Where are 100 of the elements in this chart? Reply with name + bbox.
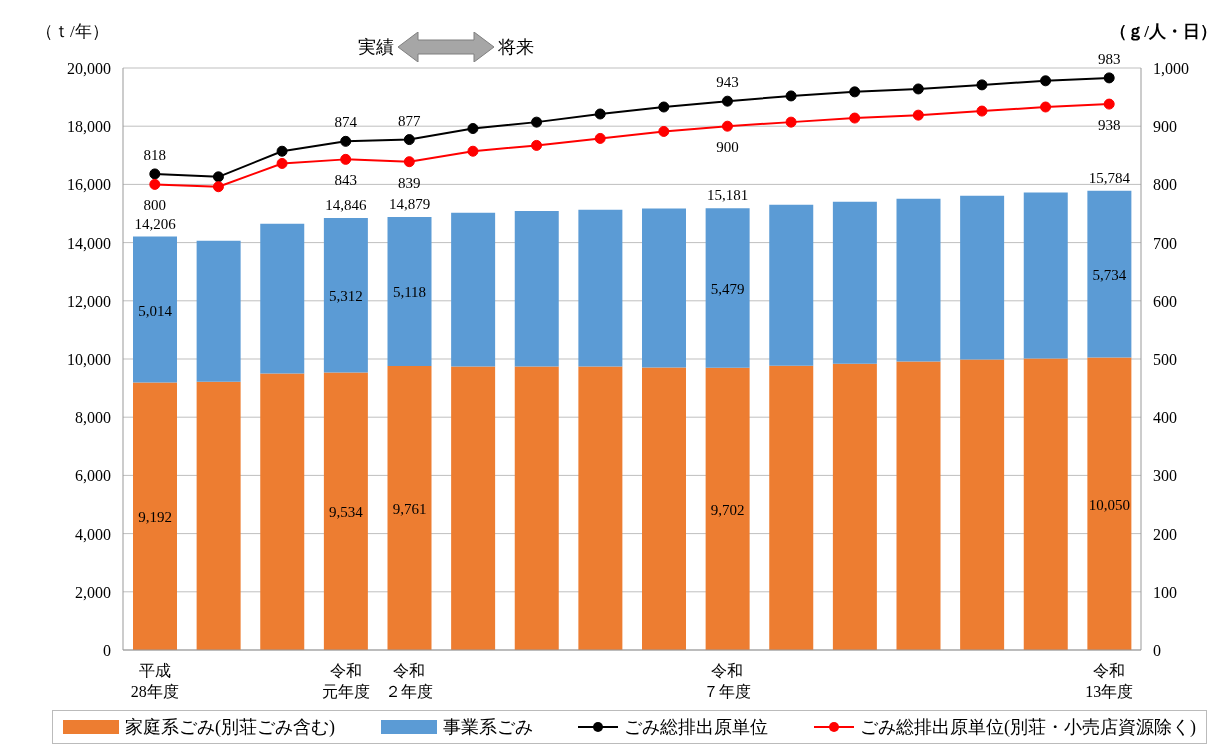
bar — [133, 236, 177, 383]
x-tick-label: 令和元年度 — [321, 662, 370, 700]
y-tick-label: 10,000 — [67, 351, 111, 368]
y-tick-label: 2,000 — [75, 583, 111, 601]
bar — [514, 210, 559, 367]
data-label: 9,192 — [138, 509, 172, 526]
y-tick-label: 20,000 — [67, 60, 111, 77]
y2-tick-label: 600 — [1153, 292, 1177, 310]
point — [276, 157, 288, 169]
y2-tick-label: 100 — [1153, 583, 1177, 601]
bar — [1023, 358, 1068, 650]
data-label: 5,118 — [392, 284, 427, 301]
data-label: 874 — [334, 114, 358, 131]
point — [1040, 101, 1052, 113]
point — [594, 132, 606, 144]
bar — [578, 366, 623, 650]
point — [976, 79, 988, 91]
point — [658, 125, 670, 137]
point — [531, 116, 543, 128]
y2-tick-label: 0 — [1153, 642, 1161, 659]
data-label: 818 — [143, 146, 167, 163]
legend-label: ごみ総排出原単位(別荘・小売店資源除く) — [859, 716, 1196, 739]
y2-tick-label: 900 — [1153, 118, 1177, 136]
bar — [323, 372, 368, 650]
bar — [323, 217, 368, 373]
bar — [1087, 357, 1132, 650]
y-axis-title: （ｔ/年） — [36, 21, 109, 43]
x-tick-label: 平成28年度 — [130, 662, 179, 700]
point — [149, 178, 161, 190]
point — [1103, 98, 1115, 110]
x-tick-label: 令和２年度 — [385, 662, 434, 700]
point — [658, 101, 670, 113]
data-label: 800 — [143, 197, 167, 214]
bar — [196, 381, 241, 650]
y2-tick-label: 700 — [1153, 234, 1177, 252]
data-label: 938 — [1097, 117, 1121, 134]
bar — [133, 382, 177, 650]
bar — [769, 365, 814, 650]
bar — [642, 367, 686, 650]
point — [149, 168, 161, 180]
bar — [832, 201, 877, 364]
y-tick-label: 18,000 — [67, 118, 111, 136]
data-label: 839 — [398, 174, 421, 191]
point — [467, 123, 479, 135]
data-label: 9,534 — [329, 504, 364, 521]
data-label: 10,050 — [1088, 496, 1130, 513]
point — [912, 83, 924, 95]
y-tick-label: 0 — [103, 642, 111, 659]
bar — [960, 359, 1005, 650]
data-label: 9,702 — [710, 501, 745, 518]
bar — [896, 361, 941, 650]
data-label: 9,761 — [392, 500, 427, 517]
point — [212, 171, 224, 183]
y-tick-label: 4,000 — [75, 525, 111, 543]
bar — [578, 209, 623, 367]
point — [340, 153, 352, 165]
data-label: 843 — [334, 172, 357, 189]
data-label: 5,014 — [138, 302, 173, 319]
bar — [260, 223, 305, 374]
data-label: 943 — [716, 74, 739, 91]
bar — [705, 208, 750, 368]
bar — [196, 240, 241, 382]
y2-tick-label: 200 — [1153, 525, 1177, 543]
bar — [387, 217, 432, 366]
point — [721, 120, 733, 132]
y-tick-label: 12,000 — [67, 292, 111, 310]
y-tick-label: 6,000 — [75, 467, 111, 485]
point — [212, 181, 224, 193]
point — [1103, 72, 1115, 84]
total-label: 15,181 — [707, 187, 749, 204]
point — [594, 108, 606, 120]
point — [849, 112, 861, 124]
bar — [451, 212, 496, 367]
bar — [642, 208, 686, 368]
y2-tick-label: 800 — [1153, 176, 1177, 194]
y-tick-label: 16,000 — [67, 176, 111, 194]
point — [912, 109, 924, 121]
bar — [832, 363, 877, 650]
data-label: 5,312 — [329, 288, 363, 305]
bar — [769, 204, 814, 366]
text: 実績 — [358, 36, 394, 59]
data-label: 900 — [716, 139, 739, 156]
y-tick-label: 14,000 — [67, 234, 111, 252]
x-tick-label: 令和７年度 — [703, 662, 752, 700]
y2-axis-title: （ｇ/人・日） — [1110, 21, 1217, 43]
text: 将来 — [498, 36, 534, 59]
legend-label: 事業系ごみ — [442, 716, 533, 739]
point — [721, 95, 733, 107]
legend-label: ごみ総排出原単位 — [624, 716, 769, 739]
data-label: 5,479 — [710, 280, 745, 297]
data-label: 983 — [1097, 50, 1121, 67]
y2-tick-label: 500 — [1153, 351, 1177, 368]
point — [531, 139, 543, 151]
total-label: 14,879 — [388, 196, 431, 213]
bar — [896, 198, 941, 362]
total-label: 14,846 — [325, 196, 367, 213]
point — [276, 145, 288, 157]
y2-tick-label: 300 — [1153, 467, 1177, 485]
bar — [960, 195, 1005, 360]
bar — [1023, 192, 1068, 359]
